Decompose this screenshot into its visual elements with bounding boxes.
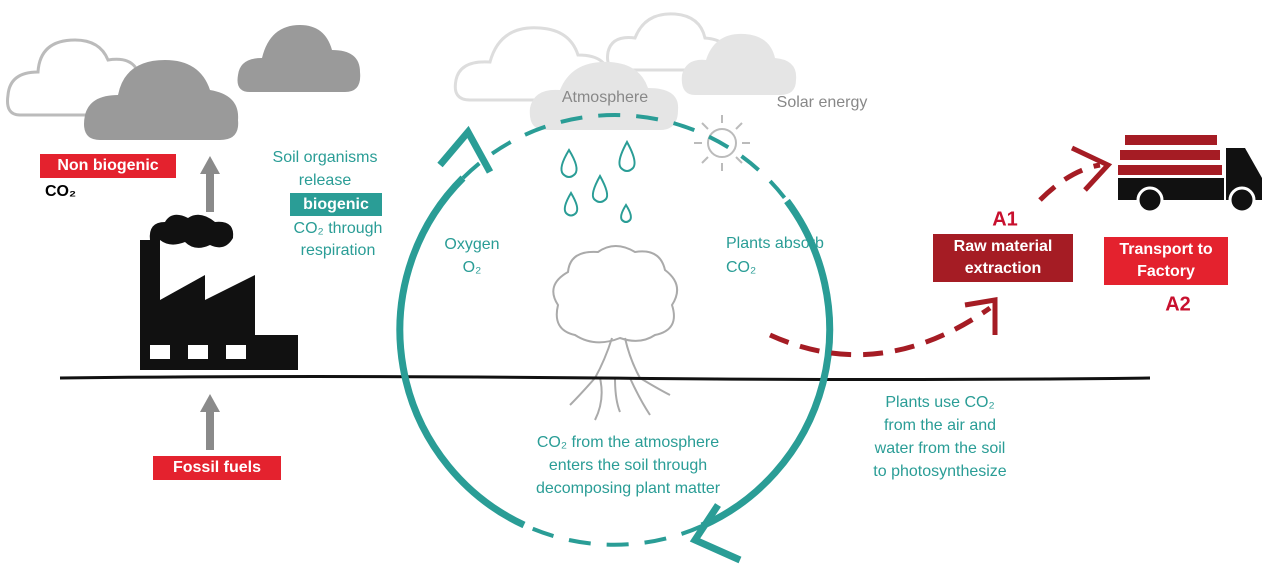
source-label: Fossil fuels xyxy=(173,459,261,476)
plants-absorb-line: CO₂ xyxy=(726,259,756,276)
raindrops xyxy=(560,139,636,223)
decomposition-line: CO₂ from the atmosphere xyxy=(537,434,719,451)
clouds-left xyxy=(6,25,361,140)
ground-line xyxy=(59,375,1151,381)
soil-release-line: biogenic xyxy=(303,196,369,213)
stage-line: extraction xyxy=(965,260,1041,277)
soil-release-line: Soil organisms xyxy=(273,149,378,166)
photosynthesis-line: water from the soil xyxy=(874,440,1006,457)
stage-line: Factory xyxy=(1137,263,1195,280)
stage-line: Raw material xyxy=(954,238,1053,255)
emission-label: Non biogenic xyxy=(57,157,158,174)
label-box xyxy=(153,456,281,480)
solar-label: Solar energy xyxy=(777,94,868,111)
label-box xyxy=(1104,237,1228,285)
clouds-top xyxy=(453,12,797,130)
stage-code: A2 xyxy=(1165,293,1191,315)
red-arrows xyxy=(768,162,1101,358)
factory xyxy=(140,214,298,370)
plants-absorb-line: Plants absorb xyxy=(726,235,824,252)
photosynthesis-line: to photosynthesize xyxy=(873,463,1007,480)
red-arrowheads xyxy=(964,145,1113,335)
stage-line: Transport to xyxy=(1119,241,1213,258)
soil-release-line: CO₂ through xyxy=(294,220,383,237)
oxygen-line: O₂ xyxy=(463,259,482,276)
label-box xyxy=(933,234,1073,282)
atmosphere-label: Atmosphere xyxy=(562,89,648,106)
emission-gas: CO₂ xyxy=(45,183,76,200)
tree xyxy=(552,245,679,421)
truck xyxy=(1118,135,1262,214)
gray-arrows xyxy=(200,156,220,450)
oxygen-line: Oxygen xyxy=(444,236,499,253)
photosynthesis-line: from the air and xyxy=(884,417,996,434)
label-box xyxy=(40,154,176,178)
stage-code: A1 xyxy=(992,208,1018,230)
decomposition-line: enters the soil through xyxy=(549,457,707,474)
label-box xyxy=(290,193,382,216)
photosynthesis-line: Plants use CO₂ xyxy=(885,394,994,411)
soil-release-line: respiration xyxy=(301,242,376,259)
sun xyxy=(694,115,750,171)
soil-release-line: release xyxy=(299,172,352,189)
decomposition-line: decomposing plant matter xyxy=(536,480,721,497)
cycle xyxy=(396,113,834,564)
